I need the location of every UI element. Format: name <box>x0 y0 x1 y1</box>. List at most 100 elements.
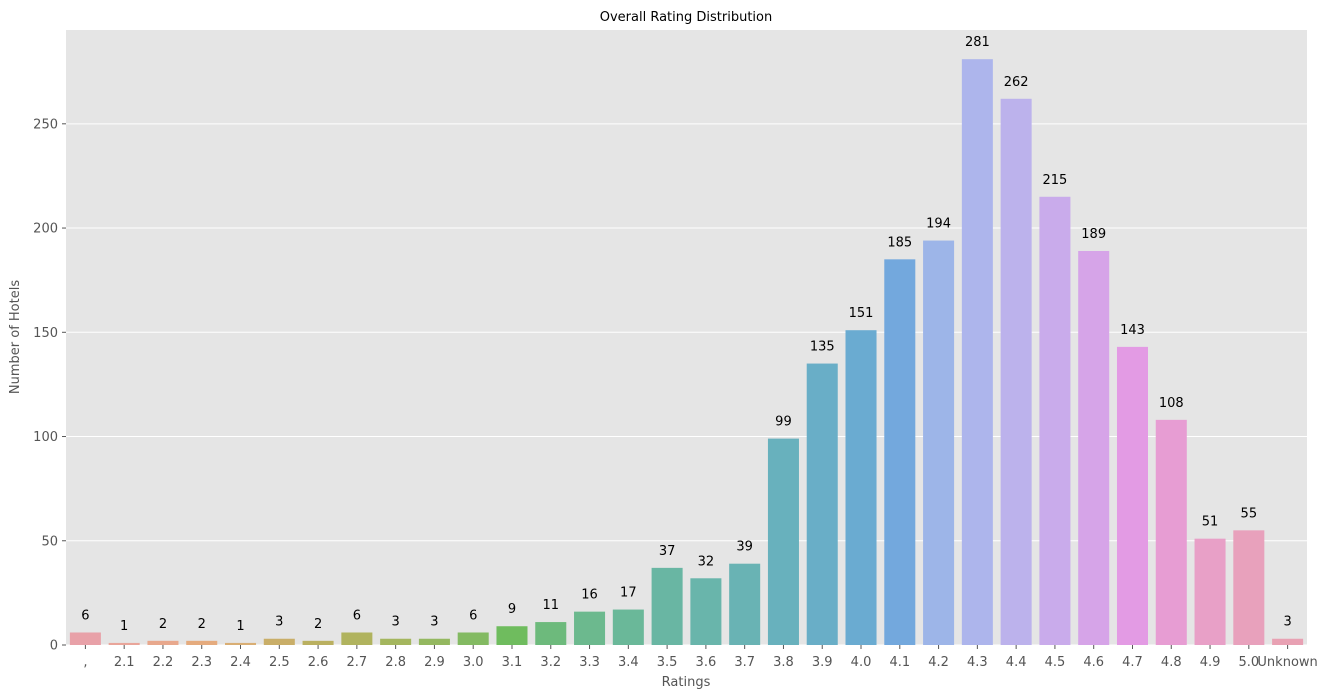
x-tick-label: 3.8 <box>773 655 794 670</box>
x-tick-label: 5.0 <box>1238 655 1259 670</box>
bar-value-label: 2 <box>198 617 206 632</box>
x-tick-label: 4.8 <box>1161 655 1182 670</box>
x-tick-label: 3.1 <box>502 655 523 670</box>
bar-value-label: 194 <box>926 217 951 232</box>
x-tick-label: 2.8 <box>385 655 406 670</box>
bar <box>302 640 334 645</box>
bar <box>729 563 761 645</box>
bar-value-label: 32 <box>698 554 715 569</box>
x-tick-label: 3.2 <box>540 655 561 670</box>
x-tick-label: 2.5 <box>269 655 290 670</box>
x-tick-label: , <box>83 655 87 670</box>
x-tick-label: 2.4 <box>230 655 251 670</box>
x-tick-label: 4.4 <box>1006 655 1027 670</box>
bar-value-label: 1 <box>236 619 244 634</box>
x-tick-label: Unknown <box>1257 655 1317 670</box>
x-tick-label: 4.5 <box>1045 655 1066 670</box>
x-tick-label: 2.2 <box>153 655 174 670</box>
x-tick-label: 4.7 <box>1122 655 1143 670</box>
x-tick-label: 3.9 <box>812 655 833 670</box>
bar-value-label: 3 <box>1283 615 1291 630</box>
y-axis-ticks: 0 50 100 150 200 250 <box>33 117 66 654</box>
bar <box>1039 196 1071 645</box>
bar <box>418 638 450 645</box>
x-tick-label: 2.3 <box>191 655 212 670</box>
x-tick-label: 4.3 <box>967 655 988 670</box>
y-tick-label: 200 <box>33 222 58 237</box>
bar <box>612 609 644 645</box>
x-tick-label: 4.1 <box>889 655 910 670</box>
bar-value-label: 6 <box>353 608 361 623</box>
bar-value-label: 3 <box>392 615 400 630</box>
bar-value-label: 135 <box>810 340 835 355</box>
bar <box>961 59 993 645</box>
bar <box>380 638 412 645</box>
bar <box>1272 638 1304 645</box>
bar <box>147 640 179 645</box>
bar-value-label: 189 <box>1081 227 1106 242</box>
x-tick-label: 3.6 <box>696 655 717 670</box>
bar <box>806 363 838 645</box>
bar <box>574 611 606 645</box>
bar <box>884 259 916 645</box>
bar-value-label: 9 <box>508 602 516 617</box>
bar <box>69 632 101 645</box>
bar-value-label: 3 <box>430 615 438 630</box>
bar <box>1155 419 1187 645</box>
bar-value-label: 51 <box>1202 515 1219 530</box>
bar <box>535 622 567 645</box>
bar-value-label: 2 <box>159 617 167 632</box>
x-tick-label: 2.9 <box>424 655 445 670</box>
bar <box>845 330 877 645</box>
bar <box>1233 530 1265 645</box>
y-tick-label: 150 <box>33 326 58 341</box>
x-tick-label: 3.3 <box>579 655 600 670</box>
bar-value-label: 11 <box>542 598 559 613</box>
bar-value-label: 6 <box>81 608 89 623</box>
x-tick-label: 4.9 <box>1200 655 1221 670</box>
bar-value-label: 281 <box>965 35 990 50</box>
bar-value-label: 16 <box>581 588 598 603</box>
x-tick-label: 3.7 <box>734 655 755 670</box>
x-tick-label: 2.1 <box>114 655 135 670</box>
bar-value-label: 99 <box>775 415 792 430</box>
bar-value-label: 55 <box>1241 506 1258 521</box>
bar-value-label: 6 <box>469 608 477 623</box>
bar <box>767 438 799 645</box>
y-tick-label: 100 <box>33 430 58 445</box>
bar <box>1078 250 1110 646</box>
bar <box>225 642 257 645</box>
bar <box>341 632 373 645</box>
y-tick-label: 250 <box>33 117 58 132</box>
x-tick-label: 2.7 <box>347 655 368 670</box>
x-tick-label: 3.0 <box>463 655 484 670</box>
bar <box>1000 98 1032 645</box>
bar <box>690 578 722 645</box>
bar <box>186 640 218 645</box>
y-axis-label: Number of Hotels <box>8 280 23 394</box>
y-tick-label: 0 <box>50 639 58 654</box>
bar-value-label: 108 <box>1159 396 1184 411</box>
bar-value-label: 262 <box>1004 75 1029 90</box>
chart-title: Overall Rating Distribution <box>600 10 772 25</box>
bar-value-label: 143 <box>1120 323 1145 338</box>
bar-value-label: 215 <box>1043 173 1068 188</box>
bar-value-label: 37 <box>659 544 676 559</box>
x-axis-ticks: , 2.1 2.2 2.3 2.4 2.5 2.6 2.7 2.8 2.9 3.0 3.1 3.2 3.3… <box>83 645 1318 670</box>
bar <box>923 240 955 645</box>
x-axis-label: Ratings <box>662 675 711 690</box>
x-tick-label: 2.6 <box>308 655 329 670</box>
bar-value-label: 3 <box>275 615 283 630</box>
bar <box>651 567 683 645</box>
x-tick-label: 4.0 <box>851 655 872 670</box>
bar-value-label: 17 <box>620 586 637 601</box>
x-tick-label: 3.4 <box>618 655 639 670</box>
bar <box>108 642 140 645</box>
bar-value-label: 39 <box>736 540 753 555</box>
bar <box>496 626 528 645</box>
bar-value-label: 185 <box>887 235 912 250</box>
bar-value-label: 2 <box>314 617 322 632</box>
bar <box>263 638 295 645</box>
